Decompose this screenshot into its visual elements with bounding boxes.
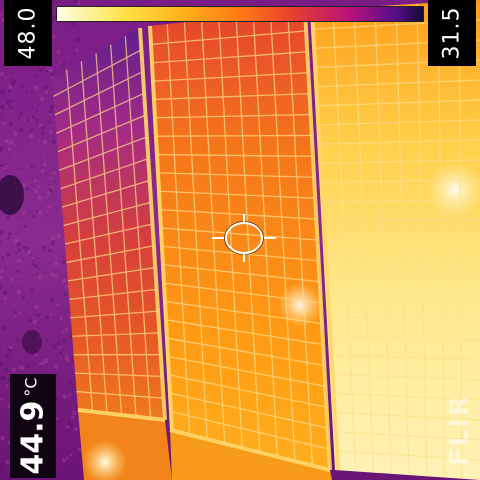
temperature-unit: °C [21,377,41,397]
spot-meter-crosshair-icon [212,214,276,262]
spot-temperature-value: 44.9 [15,400,51,475]
temperature-scale-bar [56,6,424,22]
brand-watermark: FLIR [445,380,475,480]
spot-temperature-readout: 44.9 °C [10,374,56,478]
scale-max-value: 48.0 [15,6,41,60]
scale-min-readout: 31.5 [428,0,476,66]
brand-logo: FLIR [445,393,475,467]
scale-max-readout: 48.0 [4,0,52,66]
scale-min-value: 31.5 [439,6,465,60]
